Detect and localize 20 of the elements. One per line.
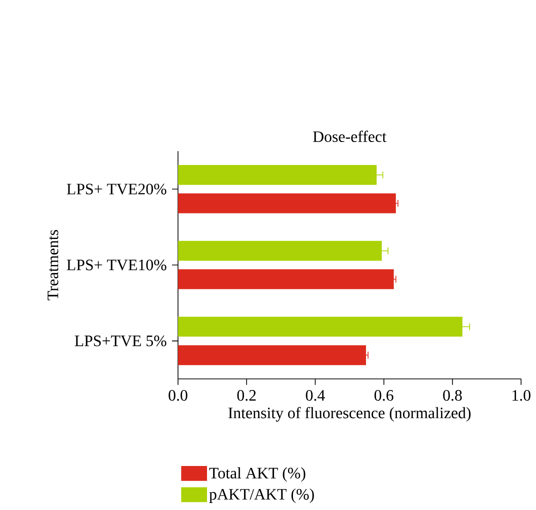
y-tick-label: LPS+TVE 5% bbox=[74, 335, 166, 346]
bar bbox=[178, 316, 462, 337]
x-tick-label: 0.8 bbox=[443, 390, 462, 401]
bar bbox=[178, 269, 394, 290]
bar bbox=[178, 193, 396, 214]
x-tick-label: 0.0 bbox=[168, 390, 188, 401]
x-tick-label: 0.6 bbox=[374, 390, 394, 401]
bar bbox=[178, 345, 366, 366]
y-tick-label: LPS+ TVE10% bbox=[66, 260, 166, 270]
legend-label: pAKT/AKT (%) bbox=[209, 488, 314, 503]
bar bbox=[178, 164, 377, 185]
x-tick-label: 0.2 bbox=[237, 390, 256, 401]
chart-title: Dose-effect bbox=[313, 130, 386, 142]
legend-label: Total AKT (%) bbox=[209, 467, 306, 482]
x-tick-label: 0.4 bbox=[306, 390, 325, 401]
y-axis-title: Treatments bbox=[48, 230, 58, 300]
y-tick-label: LPS+ TVE20% bbox=[66, 184, 166, 194]
x-tick-label: 1.0 bbox=[512, 390, 530, 401]
bar bbox=[178, 240, 382, 261]
x-axis-title: Intensity of fluorescence (normalized) bbox=[228, 406, 471, 422]
